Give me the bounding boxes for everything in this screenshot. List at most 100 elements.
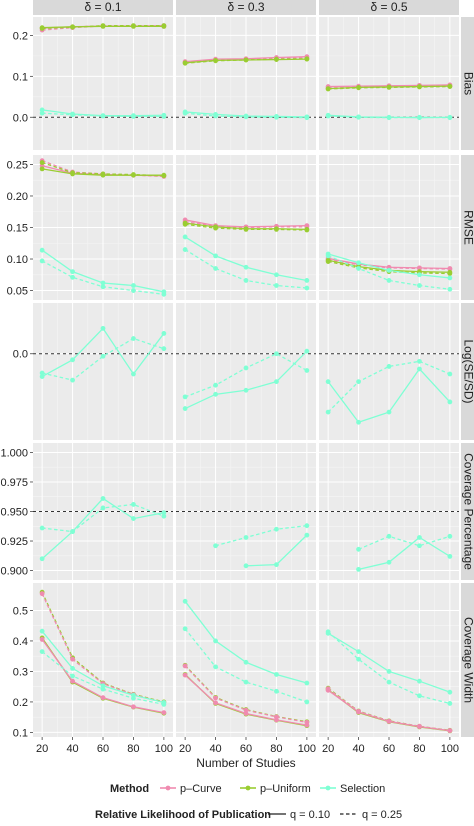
data-point xyxy=(131,283,136,288)
panel xyxy=(33,155,173,300)
data-point xyxy=(243,57,249,63)
data-point xyxy=(70,665,75,671)
x-tick-label: 60 xyxy=(97,743,109,755)
data-point xyxy=(304,532,310,538)
data-point xyxy=(274,562,279,568)
legend-swatch-point xyxy=(165,785,171,791)
y-tick-label: 1.000 xyxy=(0,447,28,459)
data-point xyxy=(304,523,310,529)
panel xyxy=(176,303,316,440)
data-point xyxy=(161,510,167,516)
data-point xyxy=(417,535,422,540)
data-point xyxy=(417,358,422,364)
panel xyxy=(319,17,459,150)
y-tick-label: 0.10 xyxy=(7,254,28,266)
legend-swatch-point xyxy=(325,785,331,791)
data-point xyxy=(213,638,218,644)
data-point xyxy=(356,656,361,662)
data-point xyxy=(182,247,188,252)
data-point xyxy=(356,260,361,266)
legend-method-label: p–Uniform xyxy=(260,783,311,795)
data-point xyxy=(243,278,249,283)
data-point xyxy=(39,110,45,116)
data-point xyxy=(100,171,106,177)
data-point xyxy=(274,56,279,62)
data-point xyxy=(274,379,279,385)
data-point xyxy=(243,659,249,665)
panel xyxy=(319,303,459,440)
column-strip xyxy=(319,0,459,15)
y-tick-label: 0.900 xyxy=(0,566,28,578)
data-point xyxy=(213,700,218,706)
data-point xyxy=(39,556,45,562)
panel xyxy=(33,17,173,150)
data-point xyxy=(182,221,188,227)
data-point xyxy=(70,673,75,679)
data-point xyxy=(447,399,453,405)
data-point xyxy=(325,409,331,415)
data-point xyxy=(325,253,331,259)
data-point xyxy=(417,693,422,699)
data-point xyxy=(39,166,45,172)
data-point xyxy=(274,672,279,677)
x-tick-label: 40 xyxy=(352,743,364,755)
data-point xyxy=(447,728,453,733)
data-point xyxy=(39,160,45,165)
data-point xyxy=(70,274,75,280)
data-point xyxy=(39,374,45,379)
data-point xyxy=(243,226,249,232)
data-point xyxy=(417,723,422,729)
data-point xyxy=(100,505,106,511)
data-point xyxy=(213,543,218,549)
y-tick-label: 0.05 xyxy=(7,286,28,298)
x-tick-label: 60 xyxy=(240,743,252,755)
row-strip xyxy=(461,17,474,150)
x-tick-label: 20 xyxy=(36,743,48,755)
data-point xyxy=(325,629,331,635)
x-tick-label: 60 xyxy=(383,743,395,755)
data-point xyxy=(243,114,249,120)
x-tick-label: 100 xyxy=(298,743,316,755)
data-point xyxy=(243,679,249,685)
data-point xyxy=(356,566,361,572)
data-point xyxy=(274,351,279,357)
data-point xyxy=(304,348,310,354)
data-point xyxy=(161,346,167,352)
data-point xyxy=(213,664,218,670)
data-point xyxy=(131,695,136,701)
column-strip xyxy=(176,0,316,15)
data-point xyxy=(213,253,218,259)
y-tick-label: 0.15 xyxy=(7,223,28,235)
data-point xyxy=(417,114,422,120)
data-point xyxy=(100,325,106,331)
data-point xyxy=(304,680,310,686)
data-point xyxy=(274,114,279,120)
panel xyxy=(33,303,173,440)
data-point xyxy=(182,110,188,116)
data-point xyxy=(356,114,361,120)
data-point xyxy=(386,559,392,565)
data-point xyxy=(161,701,167,707)
data-point xyxy=(356,266,361,271)
data-point xyxy=(213,391,218,397)
data-point xyxy=(182,598,188,604)
legend-method-label: p–Curve xyxy=(180,783,222,795)
y-tick-label: 0.4 xyxy=(13,636,28,648)
y-tick-label: 0.20 xyxy=(7,191,28,203)
data-point xyxy=(304,285,310,291)
data-point xyxy=(447,533,453,539)
data-point xyxy=(39,591,45,597)
row-strip-label: Log(SE/SD) xyxy=(461,339,474,403)
data-point xyxy=(356,708,361,714)
row-strip-label: Coverage Percentage xyxy=(461,453,474,570)
y-tick-label: 0.25 xyxy=(7,159,28,171)
panel xyxy=(33,443,173,580)
data-point xyxy=(70,24,75,30)
data-point xyxy=(356,419,361,425)
panel xyxy=(319,155,459,300)
data-point xyxy=(70,377,75,383)
data-point xyxy=(161,710,167,716)
data-point xyxy=(356,85,361,91)
panel xyxy=(319,443,459,580)
data-point xyxy=(304,278,310,283)
